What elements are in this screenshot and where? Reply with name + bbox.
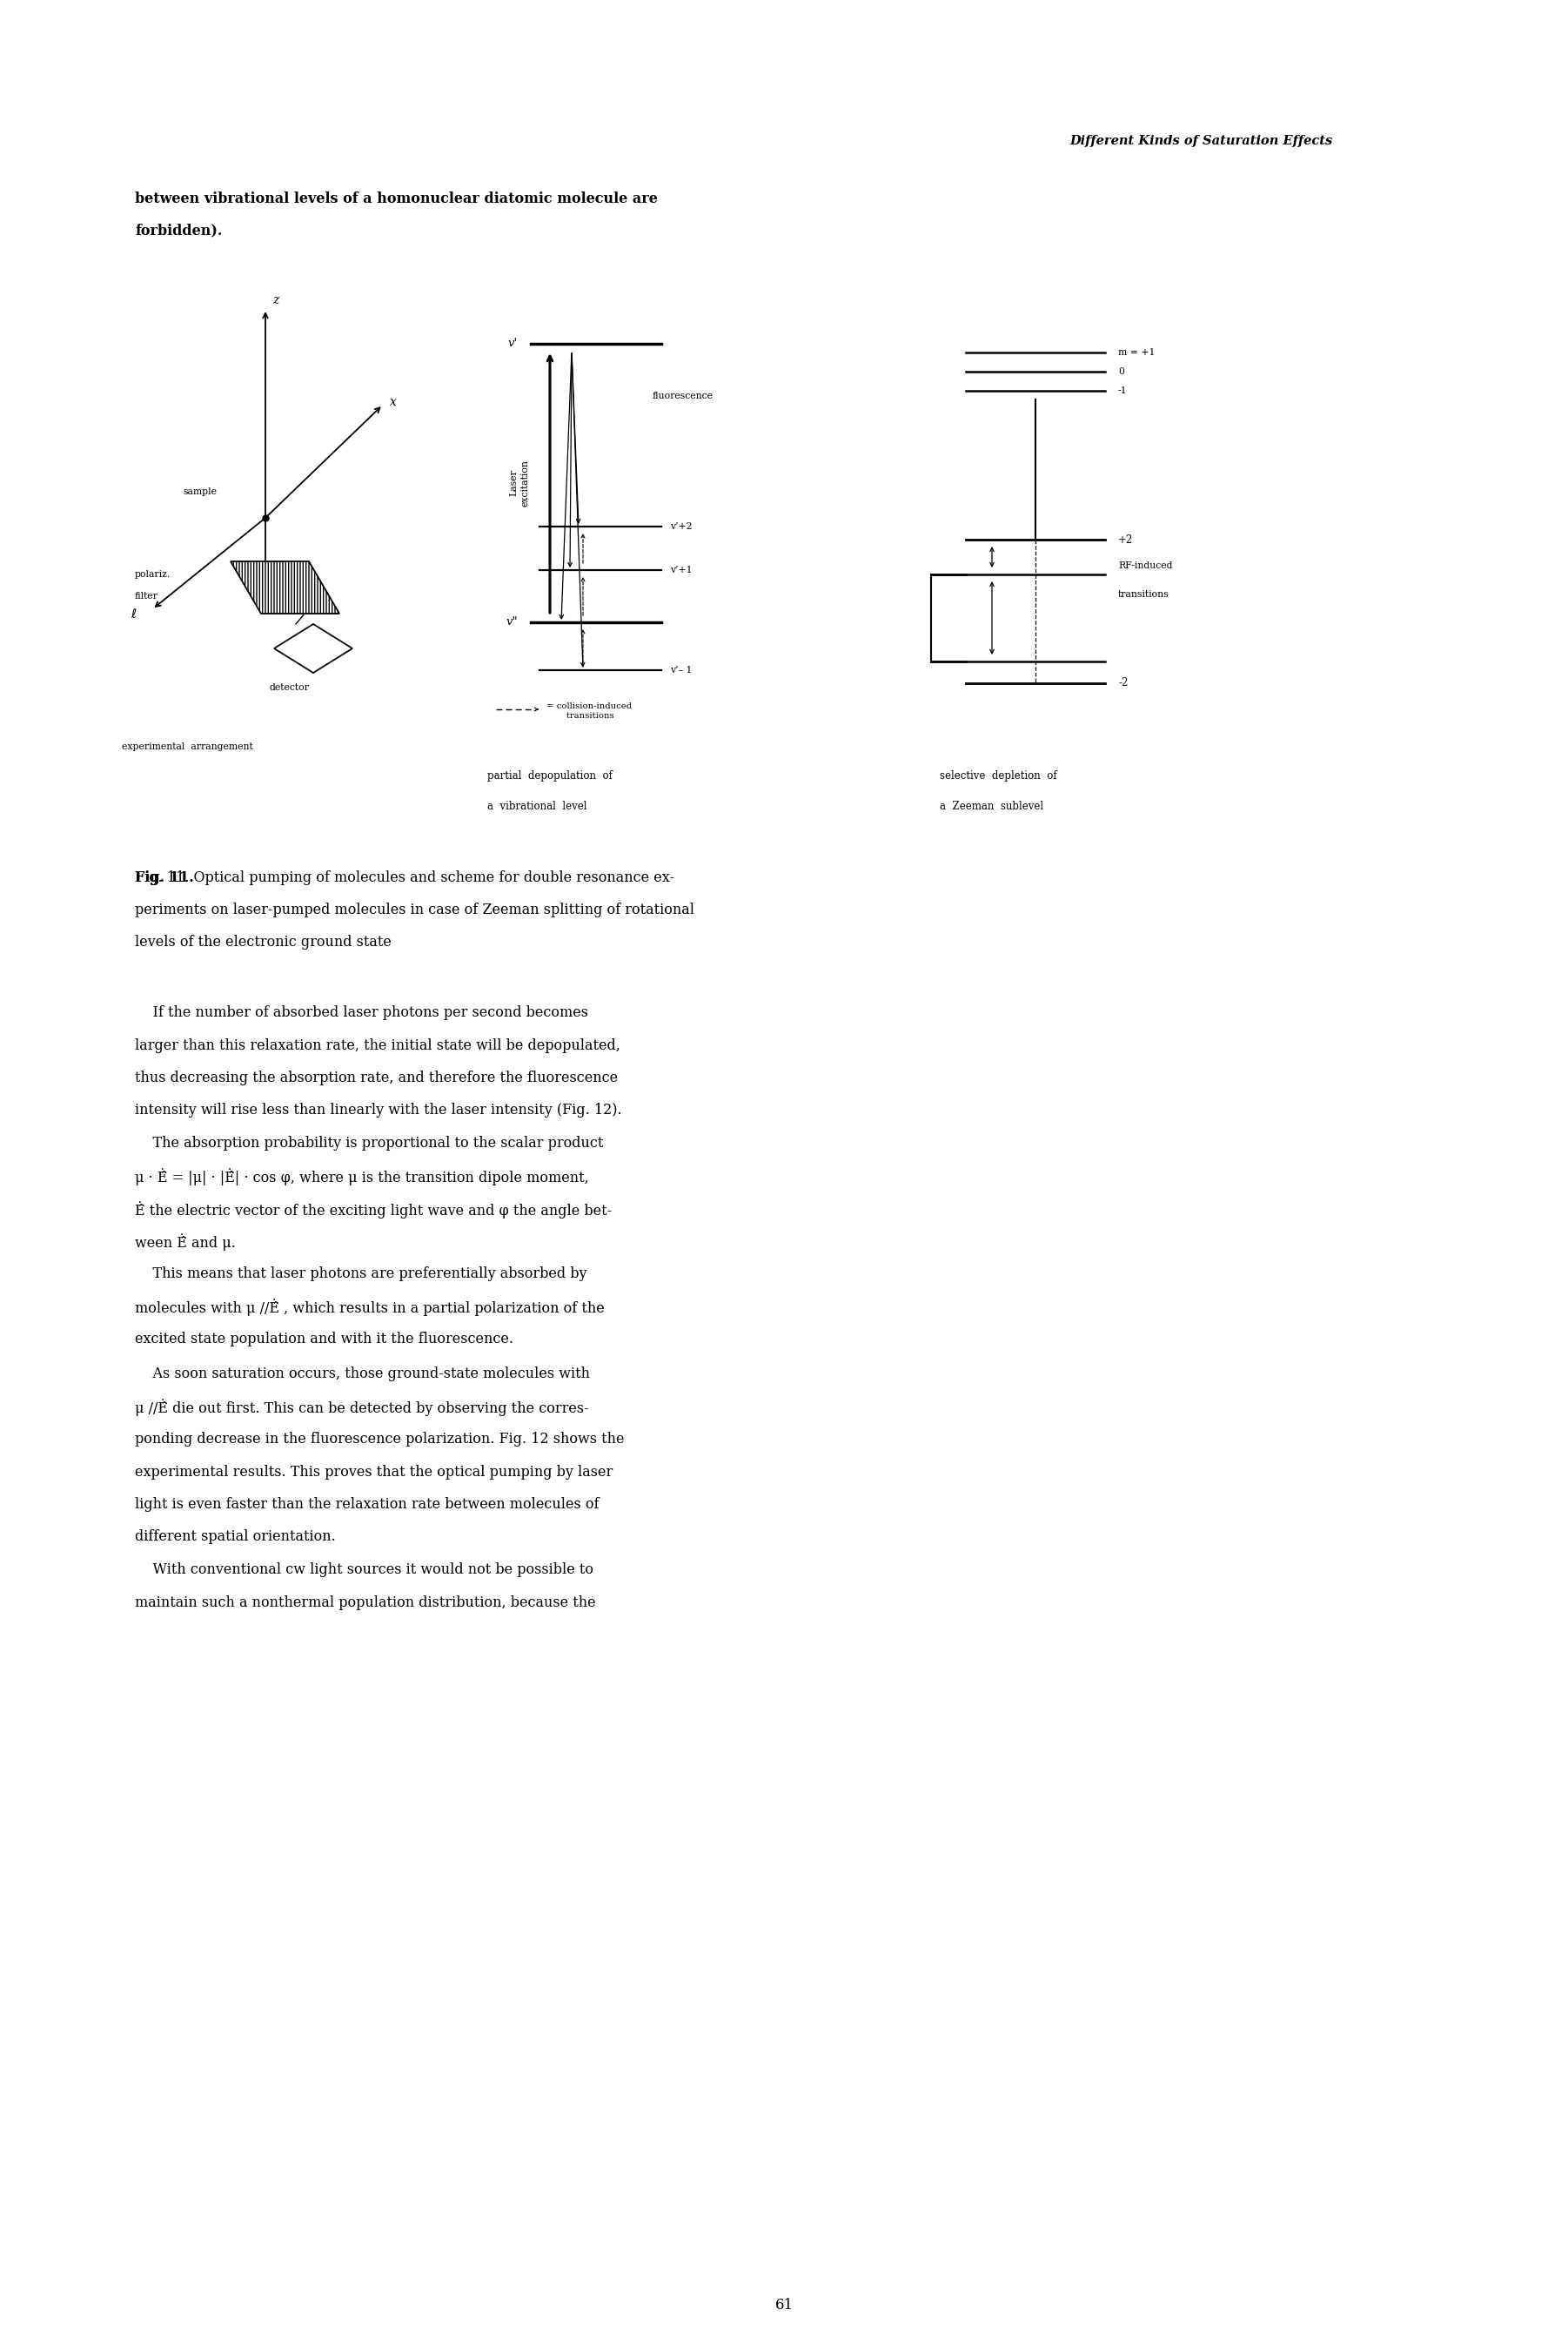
Text: With conventional cw light sources it would not be possible to: With conventional cw light sources it wo… <box>135 1563 593 1577</box>
Text: larger than this relaxation rate, the initial state will be depopulated,: larger than this relaxation rate, the in… <box>135 1039 621 1053</box>
Polygon shape <box>274 625 353 672</box>
Text: x: x <box>390 397 397 409</box>
Text: different spatial orientation.: different spatial orientation. <box>135 1530 336 1544</box>
Text: Ė̂ the electric vector of the exciting light wave and φ the angle bet-: Ė̂ the electric vector of the exciting l… <box>135 1201 612 1217</box>
Text: +2: +2 <box>1118 533 1134 545</box>
Text: maintain such a nonthermal population distribution, because the: maintain such a nonthermal population di… <box>135 1596 596 1610</box>
Text: v’+2: v’+2 <box>670 522 693 531</box>
Text: experimental  arrangement: experimental arrangement <box>122 743 252 752</box>
Text: filter: filter <box>135 592 158 602</box>
Text: forbidden).: forbidden). <box>135 223 223 237</box>
Text: experimental results. This proves that the optical pumping by laser: experimental results. This proves that t… <box>135 1464 613 1478</box>
Text: detector: detector <box>270 684 309 691</box>
Text: 61: 61 <box>775 2298 793 2312</box>
Text: m = +1: m = +1 <box>1118 348 1156 357</box>
Text: v": v" <box>506 616 517 627</box>
Text: v’– 1: v’– 1 <box>670 665 691 674</box>
Text: μ · Ė̂ = |μ| · |Ė̂| · cos φ, where μ is the transition dipole moment,: μ · Ė̂ = |μ| · |Ė̂| · cos φ, where μ is … <box>135 1168 590 1187</box>
Text: thus decreasing the absorption rate, and therefore the fluorescence: thus decreasing the absorption rate, and… <box>135 1072 618 1086</box>
Text: μ //Ė̂ die out first. This can be detected by observing the corres-: μ //Ė̂ die out first. This can be detect… <box>135 1398 588 1417</box>
Text: RF-induced: RF-induced <box>1118 562 1173 571</box>
Text: $\ell$: $\ell$ <box>130 606 136 620</box>
Text: -1: -1 <box>1118 385 1127 395</box>
Text: polariz.: polariz. <box>135 571 171 578</box>
Text: Laser
excitation: Laser excitation <box>510 461 530 508</box>
Text: partial  depopulation  of: partial depopulation of <box>488 771 613 783</box>
Text: selective  depletion  of: selective depletion of <box>939 771 1057 783</box>
Text: ween Ė̂ and μ.: ween Ė̂ and μ. <box>135 1234 235 1250</box>
Text: Fig. 11.: Fig. 11. <box>135 870 194 886</box>
Text: between vibrational levels of a homonuclear diatomic molecule are: between vibrational levels of a homonucl… <box>135 190 657 207</box>
Text: If the number of absorbed laser photons per second becomes: If the number of absorbed laser photons … <box>135 1006 588 1020</box>
Text: 0: 0 <box>1118 367 1124 376</box>
Text: excited state population and with it the fluorescence.: excited state population and with it the… <box>135 1332 513 1347</box>
Text: light is even faster than the relaxation rate between molecules of: light is even faster than the relaxation… <box>135 1497 599 1511</box>
Text: = collision-induced
       transitions: = collision-induced transitions <box>547 703 632 719</box>
Text: v': v' <box>508 338 517 350</box>
Text: a  vibrational  level: a vibrational level <box>488 801 586 813</box>
Text: This means that laser photons are preferentially absorbed by: This means that laser photons are prefer… <box>135 1267 586 1281</box>
Text: -2: -2 <box>1118 677 1127 689</box>
Text: The absorption probability is proportional to the scalar product: The absorption probability is proportion… <box>135 1135 604 1152</box>
Polygon shape <box>230 562 339 613</box>
Text: Different Kinds of Saturation Effects: Different Kinds of Saturation Effects <box>1069 134 1333 148</box>
Text: Fig. 11. Optical pumping of molecules and scheme for double resonance ex-: Fig. 11. Optical pumping of molecules an… <box>135 870 674 886</box>
Text: ponding decrease in the fluorescence polarization. Fig. 12 shows the: ponding decrease in the fluorescence pol… <box>135 1431 624 1448</box>
Text: periments on laser-pumped molecules in case of Zeeman splitting of rotational: periments on laser-pumped molecules in c… <box>135 902 695 916</box>
Text: intensity will rise less than linearly with the laser intensity (Fig. 12).: intensity will rise less than linearly w… <box>135 1102 622 1119</box>
Text: sample: sample <box>183 486 216 496</box>
Text: a  Zeeman  sublevel: a Zeeman sublevel <box>939 801 1043 813</box>
Text: z: z <box>273 294 279 306</box>
Text: transitions: transitions <box>1118 590 1170 599</box>
Text: levels of the electronic ground state: levels of the electronic ground state <box>135 935 392 949</box>
Text: molecules with μ //Ė̂ , which results in a partial polarization of the: molecules with μ //Ė̂ , which results in… <box>135 1300 605 1316</box>
Text: As soon saturation occurs, those ground-state molecules with: As soon saturation occurs, those ground-… <box>135 1365 590 1382</box>
Text: v’+1: v’+1 <box>670 566 693 573</box>
Text: fluorescence: fluorescence <box>652 392 713 400</box>
